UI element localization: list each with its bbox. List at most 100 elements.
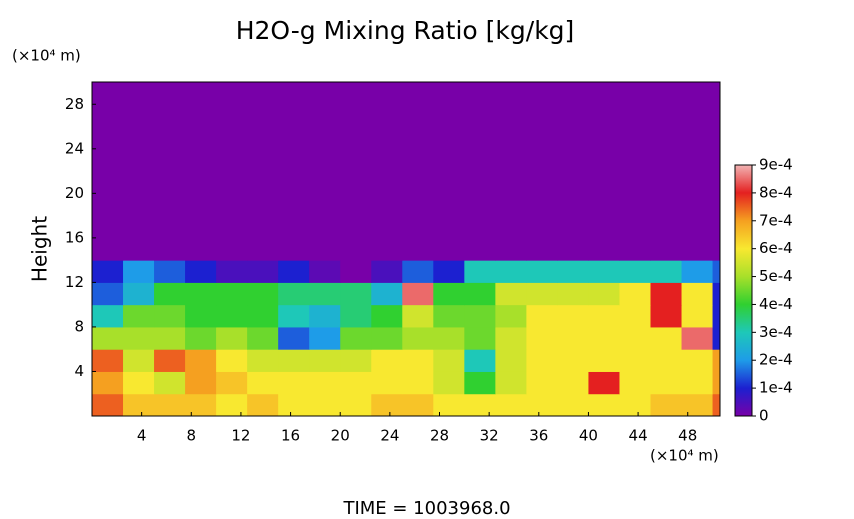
heat-cell xyxy=(216,393,248,416)
heat-cell xyxy=(681,282,714,306)
heat-cell xyxy=(154,326,186,350)
heat-cell xyxy=(309,260,341,283)
heat-cell xyxy=(247,349,279,372)
heat-cell xyxy=(526,326,558,350)
heat-cell xyxy=(557,371,589,395)
heat-cell xyxy=(309,326,341,350)
heat-cell xyxy=(247,82,279,261)
heat-cell xyxy=(495,304,527,328)
heat-cell xyxy=(588,260,620,283)
colorbar-tick-label: 8e-4 xyxy=(759,183,793,201)
heat-cell xyxy=(216,371,248,395)
heat-cell xyxy=(92,260,124,283)
heat-cell xyxy=(247,282,279,306)
y-axis-label: Height xyxy=(28,216,52,282)
colorbar-tick-label: 6e-4 xyxy=(759,239,793,257)
heat-cell xyxy=(371,326,403,350)
heat-cell xyxy=(247,260,279,283)
colorbar xyxy=(734,164,753,417)
colorbar-tick-label: 3e-4 xyxy=(759,323,793,341)
heat-cell xyxy=(340,282,372,306)
heat-cell xyxy=(402,82,434,261)
heat-cell xyxy=(650,304,683,328)
heat-cell xyxy=(185,260,217,283)
heat-cell xyxy=(619,282,651,306)
heat-cell xyxy=(340,349,372,372)
heat-cell xyxy=(123,326,155,350)
heat-cell xyxy=(650,349,683,372)
heat-cell xyxy=(402,304,434,328)
heat-cell xyxy=(464,326,496,350)
heat-cell xyxy=(619,304,651,328)
heat-cell xyxy=(123,82,155,261)
heat-cell xyxy=(216,326,248,350)
heat-cell xyxy=(495,393,527,416)
heat-cell xyxy=(247,326,279,350)
heat-cell xyxy=(216,260,248,283)
heat-cell xyxy=(712,393,720,416)
heat-cell xyxy=(123,349,155,372)
heat-cell xyxy=(464,82,496,261)
heat-cell xyxy=(495,260,527,283)
colorbar-tick-label: 7e-4 xyxy=(759,211,793,229)
heat-cell xyxy=(433,349,465,372)
heat-cell xyxy=(154,371,186,395)
heat-cell xyxy=(92,393,124,416)
heat-cell xyxy=(712,371,720,395)
heat-cell xyxy=(619,326,651,350)
heat-cell xyxy=(588,282,620,306)
heat-cell xyxy=(402,260,434,283)
heat-cell xyxy=(123,304,155,328)
heat-cell xyxy=(216,282,248,306)
heat-cell xyxy=(557,349,589,372)
heat-cell xyxy=(557,393,589,416)
x-tick-label: 32 xyxy=(480,427,499,445)
y-tick-label: 4 xyxy=(74,362,84,380)
footer: TIME = 1003968.0 xyxy=(342,498,510,519)
heat-cell xyxy=(92,349,124,372)
heat-cell xyxy=(526,282,558,306)
heat-cell xyxy=(681,393,714,416)
heat-cell xyxy=(371,260,403,283)
heat-cell xyxy=(712,282,720,306)
heat-cell xyxy=(216,304,248,328)
heat-cell xyxy=(433,260,465,283)
heat-cell xyxy=(464,393,496,416)
heat-cell xyxy=(92,326,124,350)
heat-cell xyxy=(371,371,403,395)
heat-cell xyxy=(464,260,496,283)
heat-cell xyxy=(557,260,589,283)
heat-cell xyxy=(402,349,434,372)
heat-cell xyxy=(402,371,434,395)
x-tick-label: 20 xyxy=(331,427,350,445)
heat-cell xyxy=(402,282,434,306)
heat-cell xyxy=(619,82,651,261)
heat-cell xyxy=(650,371,683,395)
heat-cell xyxy=(309,282,341,306)
heat-cell xyxy=(650,282,683,306)
heat-cell xyxy=(433,304,465,328)
heat-cell xyxy=(123,371,155,395)
heatmap xyxy=(92,82,720,416)
heat-cell xyxy=(185,82,217,261)
heat-cell xyxy=(340,371,372,395)
heat-cell xyxy=(619,260,651,283)
colorbar-tick-label: 1e-4 xyxy=(759,379,793,397)
heat-cell xyxy=(526,349,558,372)
x-tick-label: 28 xyxy=(430,427,449,445)
heat-cell xyxy=(433,282,465,306)
heat-cell xyxy=(309,393,341,416)
y-tick-label: 8 xyxy=(74,317,84,335)
heat-cell xyxy=(464,349,496,372)
x-unit: (×10⁴ m) xyxy=(650,447,719,465)
x-tick-label: 44 xyxy=(629,427,648,445)
heat-cell xyxy=(278,371,310,395)
y-tick-label: 28 xyxy=(65,95,84,113)
colorbar-tick-label: 9e-4 xyxy=(759,156,793,174)
heat-cell xyxy=(557,82,589,261)
heat-cell xyxy=(495,82,527,261)
heat-cell xyxy=(681,304,714,328)
y-tick-label: 12 xyxy=(65,273,84,291)
heat-cell xyxy=(712,349,720,372)
